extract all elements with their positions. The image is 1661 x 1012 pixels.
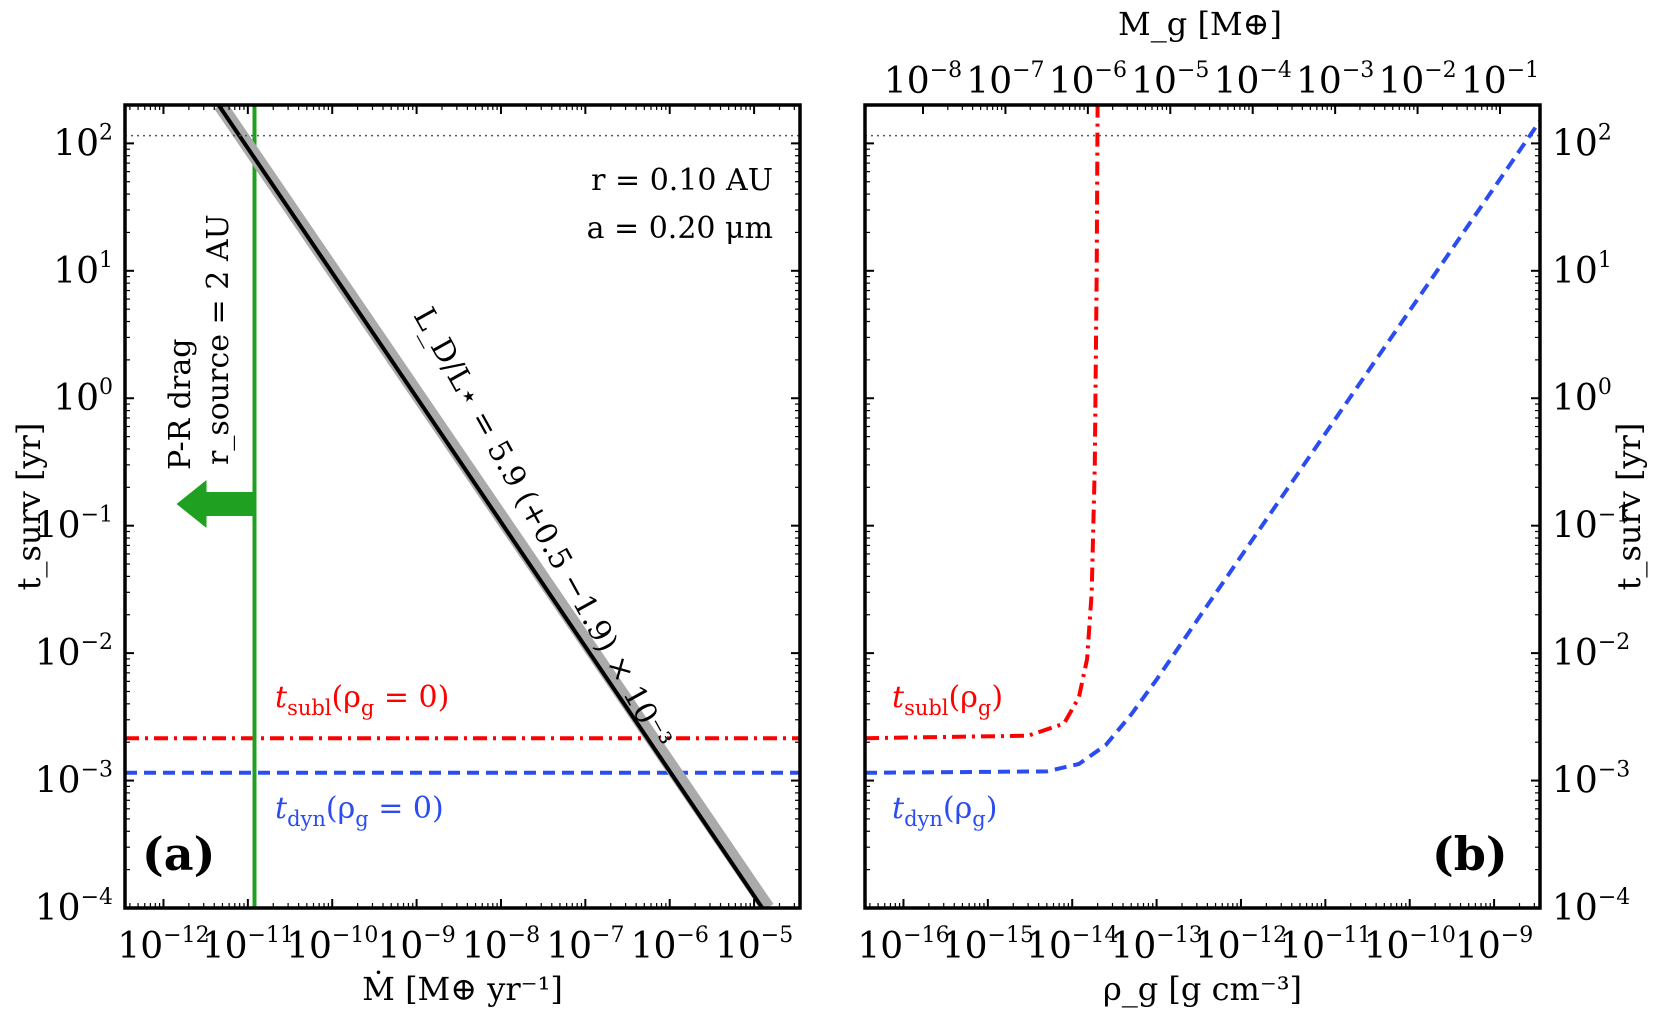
a-ytick-label-3: 10−1	[35, 503, 113, 547]
label-t-subl: tsubl(ρg = 0)	[275, 680, 449, 720]
a-series-line-4	[216, 105, 764, 908]
b-ytick-label-6: 102	[1552, 120, 1612, 164]
b-top-tick-label-2: 10−6	[1049, 58, 1127, 102]
a-xtick-label-1: 10−11	[202, 923, 294, 967]
annotation-a: a = 0.20 μm	[587, 211, 773, 246]
b-top-tick-label-1: 10−7	[966, 58, 1044, 102]
x-axis-title-b: ρ_g [g cm⁻³]	[1103, 970, 1302, 1008]
b-xtick-label-5: 10−11	[1279, 923, 1371, 967]
a-xtick-label-0: 10−12	[117, 923, 209, 967]
annotation-pr-drag: P-R drag	[163, 339, 198, 470]
a-xtick-label-5: 10−7	[546, 923, 624, 967]
b-series-line-0	[865, 105, 1100, 741]
y-axis-title-a: t_surv [yr]	[10, 423, 48, 591]
b-top-tick-label-3: 10−5	[1131, 58, 1209, 102]
panel-a: 10−4 10−3 10−2 10−1 100 101 102 10−1210−1110−10…	[10, 103, 802, 1008]
b-ytick-label-0: 10−4	[1552, 885, 1630, 929]
a-ytick-label-4: 100	[53, 375, 113, 419]
top-axis-title-b: M_g [M⊕]	[1118, 5, 1282, 43]
panel-label-a: (a)	[142, 827, 215, 881]
b-xtick-label-6: 10−10	[1364, 923, 1456, 967]
b-top-tick-label-7: 10−1	[1461, 58, 1539, 102]
panel-b: 10−410−310−210−110010110210−1610−1510−14…	[857, 5, 1648, 1008]
panel-label-b: (b)	[1432, 827, 1508, 881]
b-series-line-1	[865, 119, 1540, 775]
b-ytick-label-2: 10−2	[1552, 630, 1630, 674]
x-axis-title-a: Ṁ [M⊕ yr⁻¹]	[362, 970, 563, 1008]
a-xtick-label-2: 10−10	[286, 923, 378, 967]
a-xtick-label-4: 10−8	[462, 923, 540, 967]
b-xtick-label-3: 10−13	[1110, 923, 1202, 967]
b-xtick-label-7: 10−9	[1455, 923, 1533, 967]
a-ytick-label-0: 10−4	[35, 885, 113, 929]
b-ytick-label-5: 101	[1552, 248, 1612, 292]
annotation-r-source: r_source = 2 AU	[201, 214, 236, 465]
b-xtick-label-1: 10−15	[942, 923, 1034, 967]
b-top-tick-label-5: 10−3	[1296, 58, 1374, 102]
pr-drag-arrow	[176, 480, 255, 528]
b-xtick-label-2: 10−14	[1026, 923, 1118, 967]
a-xtick-label-6: 10−6	[631, 923, 709, 967]
label-t-dyn-b: tdyn(ρg)	[892, 791, 997, 831]
a-ytick-label-1: 10−3	[35, 758, 113, 802]
a-xtick-label-7: 10−5	[715, 923, 793, 967]
a-xtick-label-3: 10−9	[377, 923, 455, 967]
b-xtick-label-4: 10−12	[1195, 923, 1287, 967]
a-ytick-label-5: 101	[53, 248, 113, 292]
label-t-dyn: tdyn(ρg = 0)	[275, 791, 444, 831]
a-plot-frame	[123, 103, 802, 910]
b-top-tick-label-4: 10−4	[1214, 58, 1292, 102]
annotation-r: r = 0.10 AU	[591, 163, 773, 198]
label-t-subl-b: tsubl(ρg)	[892, 680, 1003, 720]
b-plot-frame	[863, 103, 1542, 910]
a-ytick-label-2: 10−2	[35, 630, 113, 674]
b-ytick-label-3: 10−1	[1552, 503, 1630, 547]
b-ytick-label-1: 10−3	[1552, 758, 1630, 802]
y-axis-title-b: t_surv [yr]	[1610, 423, 1648, 591]
b-xtick-label-0: 10−16	[857, 923, 949, 967]
b-top-tick-label-6: 10−2	[1378, 58, 1456, 102]
b-ytick-label-4: 100	[1552, 375, 1612, 419]
a-ytick-label-6: 102	[53, 120, 113, 164]
b-top-tick-label-0: 10−8	[884, 58, 962, 102]
